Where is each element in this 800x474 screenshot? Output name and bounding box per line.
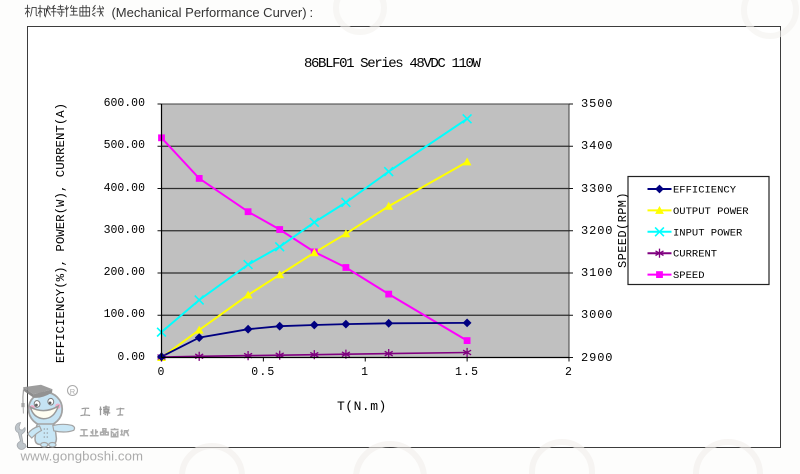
svg-text:INPUT POWER: INPUT POWER [673, 227, 743, 239]
svg-text:R: R [70, 387, 76, 396]
svg-text:CURRENT: CURRENT [673, 249, 717, 261]
svg-text:www.gongboshi.com: www.gongboshi.com [20, 449, 144, 464]
svg-text:EFFICIENCY: EFFICIENCY [673, 185, 737, 197]
svg-text:OUTPUT POWER: OUTPUT POWER [673, 206, 749, 218]
svg-text:SPEED: SPEED [673, 270, 705, 282]
